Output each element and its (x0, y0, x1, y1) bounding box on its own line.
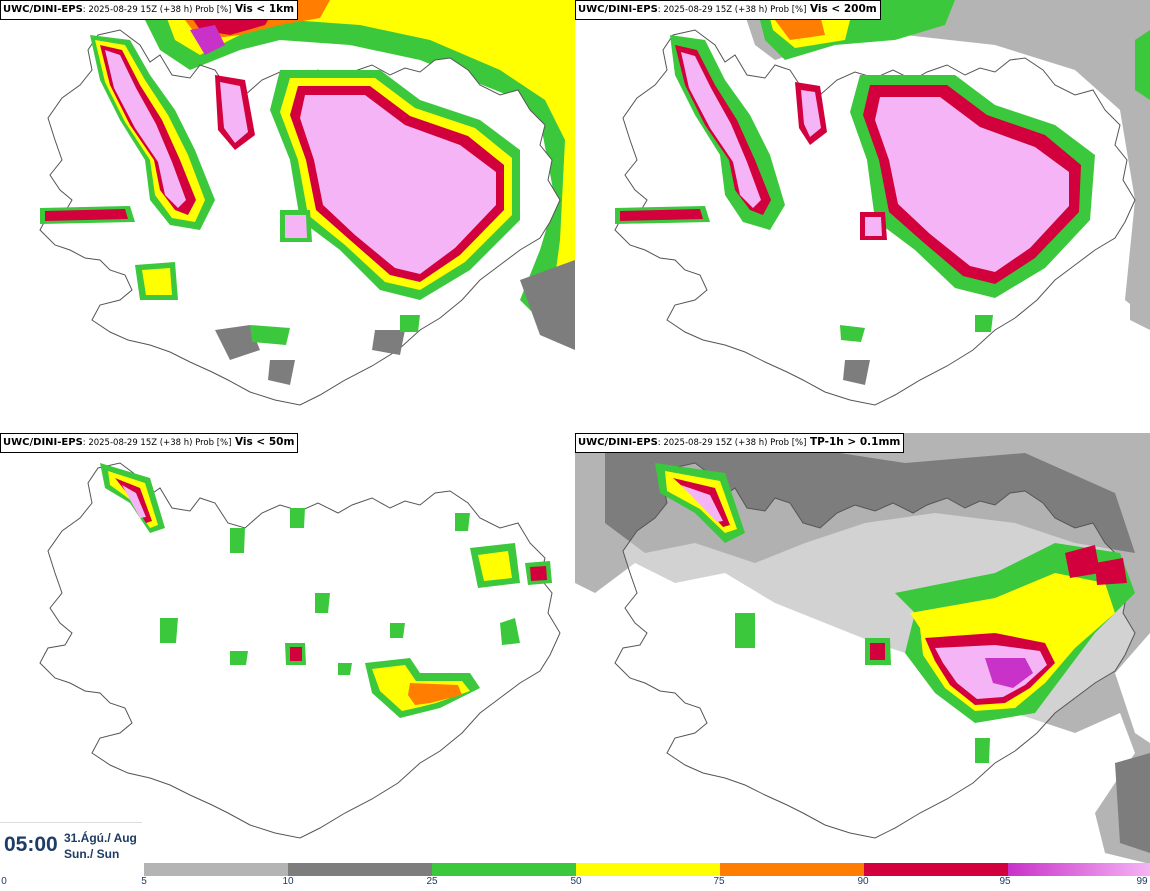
colorbar-25-50 (432, 863, 576, 876)
colorbar-ticks: 0 5 10 25 50 75 90 95 99 (0, 876, 1150, 891)
valid-weekday: Sun./ Sun (64, 847, 120, 861)
variable-label: Vis < 50m (234, 436, 295, 448)
colorbar-95-99 (1008, 863, 1150, 876)
map-vis-50m (0, 433, 575, 864)
valid-time-box: 05:00 31.Ágú./ Aug Sun./ Sun (0, 822, 142, 871)
tick-label: 50 (570, 876, 582, 887)
run-meta: : 2025-08-29 15Z (+38 h) Prob [%] (82, 5, 232, 15)
tick-label: 25 (426, 876, 438, 887)
map-panel-precip: UWC/DINI-EPS: 2025-08-29 15Z (+38 h) Pro… (575, 433, 1150, 864)
tick-label: 90 (857, 876, 869, 887)
run-meta: : 2025-08-29 15Z (+38 h) Prob [%] (657, 5, 807, 15)
map-vis-1km (0, 0, 575, 431)
model-name: UWC/DINI-EPS (3, 437, 83, 448)
variable-label: Vis < 200m (809, 3, 877, 15)
map-vis-200m (575, 0, 1150, 431)
tick-label: 75 (713, 876, 725, 887)
variable-label: Vis < 1km (234, 3, 295, 15)
panel-title: UWC/DINI-EPS: 2025-08-29 15Z (+38 h) Pro… (0, 0, 299, 20)
tick-label: 5 (141, 876, 147, 887)
tick-label: 0 (1, 876, 7, 887)
colorbar-10-25 (288, 863, 432, 876)
colorbar-90-95 (864, 863, 1008, 876)
model-name: UWC/DINI-EPS (578, 4, 658, 15)
map-panel-vis-1km: UWC/DINI-EPS: 2025-08-29 15Z (+38 h) Pro… (0, 0, 575, 431)
panel-title: UWC/DINI-EPS: 2025-08-29 15Z (+38 h) Pro… (575, 0, 881, 20)
model-name: UWC/DINI-EPS (578, 437, 658, 448)
map-panel-vis-50m: UWC/DINI-EPS: 2025-08-29 15Z (+38 h) Pro… (0, 433, 575, 864)
probability-colorbar (144, 863, 1150, 876)
run-meta: : 2025-08-29 15Z (+38 h) Prob [%] (657, 438, 807, 448)
model-name: UWC/DINI-EPS (3, 4, 83, 15)
colorbar-50-75 (576, 863, 720, 876)
valid-time: 05:00 (4, 833, 58, 856)
map-panel-vis-200m: UWC/DINI-EPS: 2025-08-29 15Z (+38 h) Pro… (575, 0, 1150, 431)
valid-date: 31.Ágú./ Aug (64, 831, 137, 845)
tick-label: 95 (999, 876, 1011, 887)
colorbar-75-90 (720, 863, 864, 876)
panel-title: UWC/DINI-EPS: 2025-08-29 15Z (+38 h) Pro… (575, 433, 905, 453)
variable-label: TP-1h > 0.1mm (809, 436, 901, 448)
colorbar-5-10 (144, 863, 288, 876)
tick-label: 10 (282, 876, 294, 887)
tick-label: 99 (1136, 876, 1148, 887)
map-precip (575, 433, 1150, 864)
run-meta: : 2025-08-29 15Z (+38 h) Prob [%] (82, 438, 232, 448)
panel-title: UWC/DINI-EPS: 2025-08-29 15Z (+38 h) Pro… (0, 433, 299, 453)
